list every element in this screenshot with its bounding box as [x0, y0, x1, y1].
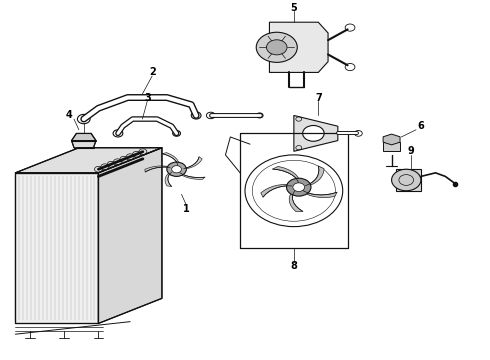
Text: 7: 7 [315, 93, 321, 103]
Circle shape [303, 126, 324, 141]
Circle shape [95, 166, 102, 172]
Circle shape [172, 131, 180, 136]
Circle shape [245, 155, 343, 226]
Text: 3: 3 [144, 93, 150, 103]
Circle shape [172, 166, 181, 173]
Circle shape [139, 149, 147, 154]
Circle shape [191, 112, 201, 119]
Circle shape [107, 161, 115, 167]
Circle shape [256, 113, 263, 118]
Polygon shape [289, 190, 303, 211]
Circle shape [345, 63, 355, 71]
Polygon shape [145, 166, 171, 172]
Polygon shape [306, 166, 324, 186]
Circle shape [113, 130, 123, 137]
Polygon shape [270, 22, 328, 72]
Circle shape [120, 156, 128, 162]
Circle shape [167, 162, 186, 176]
Polygon shape [396, 169, 421, 191]
Text: 4: 4 [66, 111, 73, 121]
Circle shape [354, 131, 362, 136]
Text: 9: 9 [408, 146, 415, 156]
Polygon shape [15, 173, 98, 323]
Circle shape [114, 159, 122, 165]
Text: 2: 2 [149, 67, 155, 77]
Circle shape [287, 178, 311, 196]
Polygon shape [72, 140, 96, 148]
Polygon shape [15, 148, 162, 173]
Text: 5: 5 [291, 3, 297, 13]
Polygon shape [72, 134, 96, 140]
Circle shape [133, 151, 141, 157]
Polygon shape [383, 142, 400, 151]
Circle shape [267, 40, 287, 55]
Polygon shape [98, 148, 162, 323]
Polygon shape [162, 153, 179, 165]
Polygon shape [261, 185, 292, 197]
Circle shape [206, 112, 215, 119]
Circle shape [293, 183, 305, 192]
Circle shape [101, 164, 109, 170]
Text: 1: 1 [183, 204, 190, 214]
Polygon shape [184, 157, 202, 169]
Circle shape [256, 32, 297, 62]
Text: 8: 8 [291, 261, 297, 271]
Polygon shape [179, 173, 205, 179]
Polygon shape [272, 166, 300, 183]
Polygon shape [165, 172, 172, 186]
Polygon shape [302, 191, 337, 198]
Polygon shape [383, 134, 400, 145]
Circle shape [392, 169, 421, 191]
Circle shape [126, 154, 134, 159]
Polygon shape [294, 116, 338, 151]
Circle shape [77, 114, 90, 124]
Circle shape [345, 24, 355, 31]
Text: 6: 6 [417, 121, 424, 131]
